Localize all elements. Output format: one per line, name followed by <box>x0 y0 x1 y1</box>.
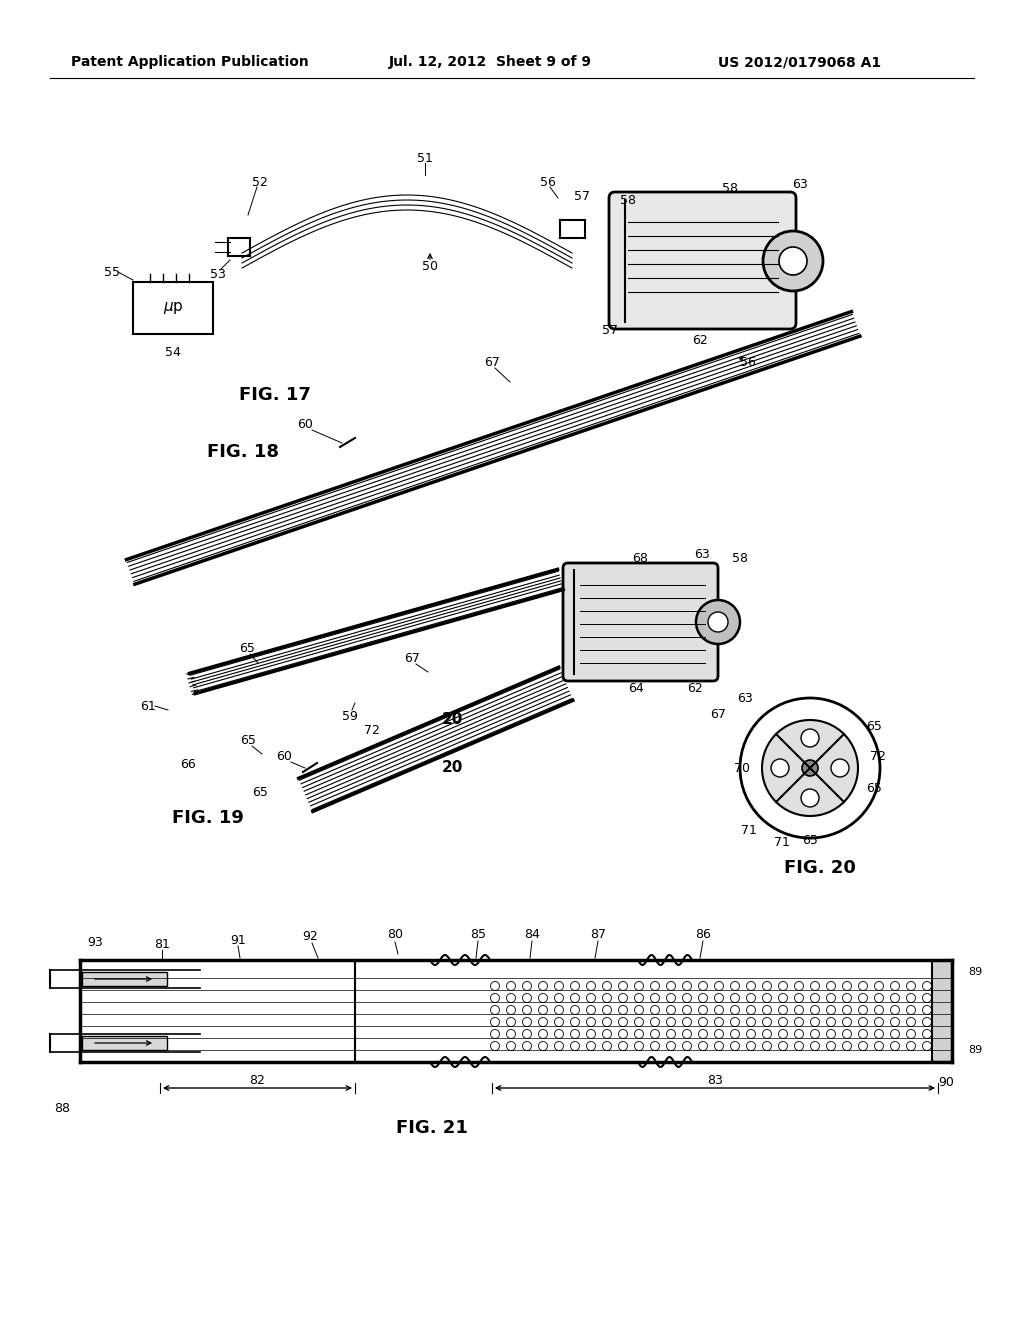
Text: FIG. 21: FIG. 21 <box>396 1119 468 1137</box>
Circle shape <box>696 601 740 644</box>
Text: 85: 85 <box>470 928 486 941</box>
Text: 20: 20 <box>441 760 463 776</box>
Text: 50: 50 <box>422 260 438 273</box>
FancyBboxPatch shape <box>82 1036 167 1049</box>
Text: Jul. 12, 2012  Sheet 9 of 9: Jul. 12, 2012 Sheet 9 of 9 <box>388 55 592 69</box>
Text: 65: 65 <box>802 833 818 846</box>
Text: 83: 83 <box>707 1073 723 1086</box>
Text: 67: 67 <box>404 652 420 664</box>
Text: 70: 70 <box>734 762 750 775</box>
Text: 86: 86 <box>695 928 711 941</box>
FancyBboxPatch shape <box>82 972 167 986</box>
Text: 56: 56 <box>740 355 756 368</box>
Text: 20: 20 <box>441 713 463 727</box>
Text: 80: 80 <box>387 928 403 941</box>
Text: FIG. 20: FIG. 20 <box>784 859 856 876</box>
Text: 82: 82 <box>249 1073 265 1086</box>
Text: 89: 89 <box>968 1045 982 1055</box>
Text: 92: 92 <box>302 931 317 944</box>
Text: 71: 71 <box>774 836 790 849</box>
Text: 72: 72 <box>870 751 886 763</box>
Text: 57: 57 <box>602 323 618 337</box>
FancyBboxPatch shape <box>609 191 796 329</box>
Text: 54: 54 <box>165 346 181 359</box>
Text: 87: 87 <box>590 928 606 941</box>
Circle shape <box>740 698 880 838</box>
Text: 66: 66 <box>180 758 196 771</box>
Circle shape <box>831 759 849 777</box>
Text: 88: 88 <box>54 1101 70 1114</box>
Circle shape <box>779 247 807 275</box>
Text: 65: 65 <box>866 719 882 733</box>
Text: 72: 72 <box>365 723 380 737</box>
Text: 65: 65 <box>239 642 255 655</box>
Text: 61: 61 <box>140 700 156 713</box>
Text: US 2012/0179068 A1: US 2012/0179068 A1 <box>719 55 882 69</box>
Text: 89: 89 <box>968 968 982 977</box>
Text: 62: 62 <box>692 334 708 346</box>
Text: 65: 65 <box>252 785 268 799</box>
Text: 56: 56 <box>540 177 556 190</box>
FancyBboxPatch shape <box>133 282 213 334</box>
Text: 53: 53 <box>210 268 226 281</box>
Circle shape <box>762 719 858 816</box>
Text: 90: 90 <box>938 1076 954 1089</box>
Text: 52: 52 <box>252 176 268 189</box>
Text: 64: 64 <box>628 681 644 694</box>
Text: 59: 59 <box>342 710 358 722</box>
Text: 67: 67 <box>484 355 500 368</box>
Text: 65: 65 <box>866 781 882 795</box>
Text: Patent Application Publication: Patent Application Publication <box>71 55 309 69</box>
Circle shape <box>771 759 790 777</box>
Text: 60: 60 <box>297 418 313 432</box>
Text: 68: 68 <box>632 552 648 565</box>
Circle shape <box>708 612 728 632</box>
Circle shape <box>763 231 823 290</box>
Text: 63: 63 <box>694 549 710 561</box>
Text: 93: 93 <box>87 936 102 949</box>
Text: FIG. 19: FIG. 19 <box>172 809 244 828</box>
Circle shape <box>801 789 819 807</box>
Text: 62: 62 <box>687 681 702 694</box>
Circle shape <box>801 729 819 747</box>
Text: FIG. 17: FIG. 17 <box>239 385 311 404</box>
Circle shape <box>802 760 818 776</box>
Text: 84: 84 <box>524 928 540 941</box>
Text: 55: 55 <box>104 265 120 279</box>
Text: FIG. 18: FIG. 18 <box>207 444 279 461</box>
Text: 63: 63 <box>737 692 753 705</box>
Text: 71: 71 <box>741 824 757 837</box>
Text: 58: 58 <box>620 194 636 206</box>
Text: 63: 63 <box>793 178 808 191</box>
Text: 65: 65 <box>240 734 256 747</box>
FancyBboxPatch shape <box>563 564 718 681</box>
Text: $\mu$p: $\mu$p <box>163 300 183 315</box>
Text: 51: 51 <box>417 152 433 165</box>
Text: 57: 57 <box>574 190 590 202</box>
Text: 67: 67 <box>710 708 726 721</box>
Text: 81: 81 <box>154 937 170 950</box>
Text: 60: 60 <box>276 750 292 763</box>
FancyBboxPatch shape <box>932 960 952 1063</box>
Text: 91: 91 <box>230 933 246 946</box>
Text: 58: 58 <box>722 181 738 194</box>
Text: 58: 58 <box>732 552 748 565</box>
